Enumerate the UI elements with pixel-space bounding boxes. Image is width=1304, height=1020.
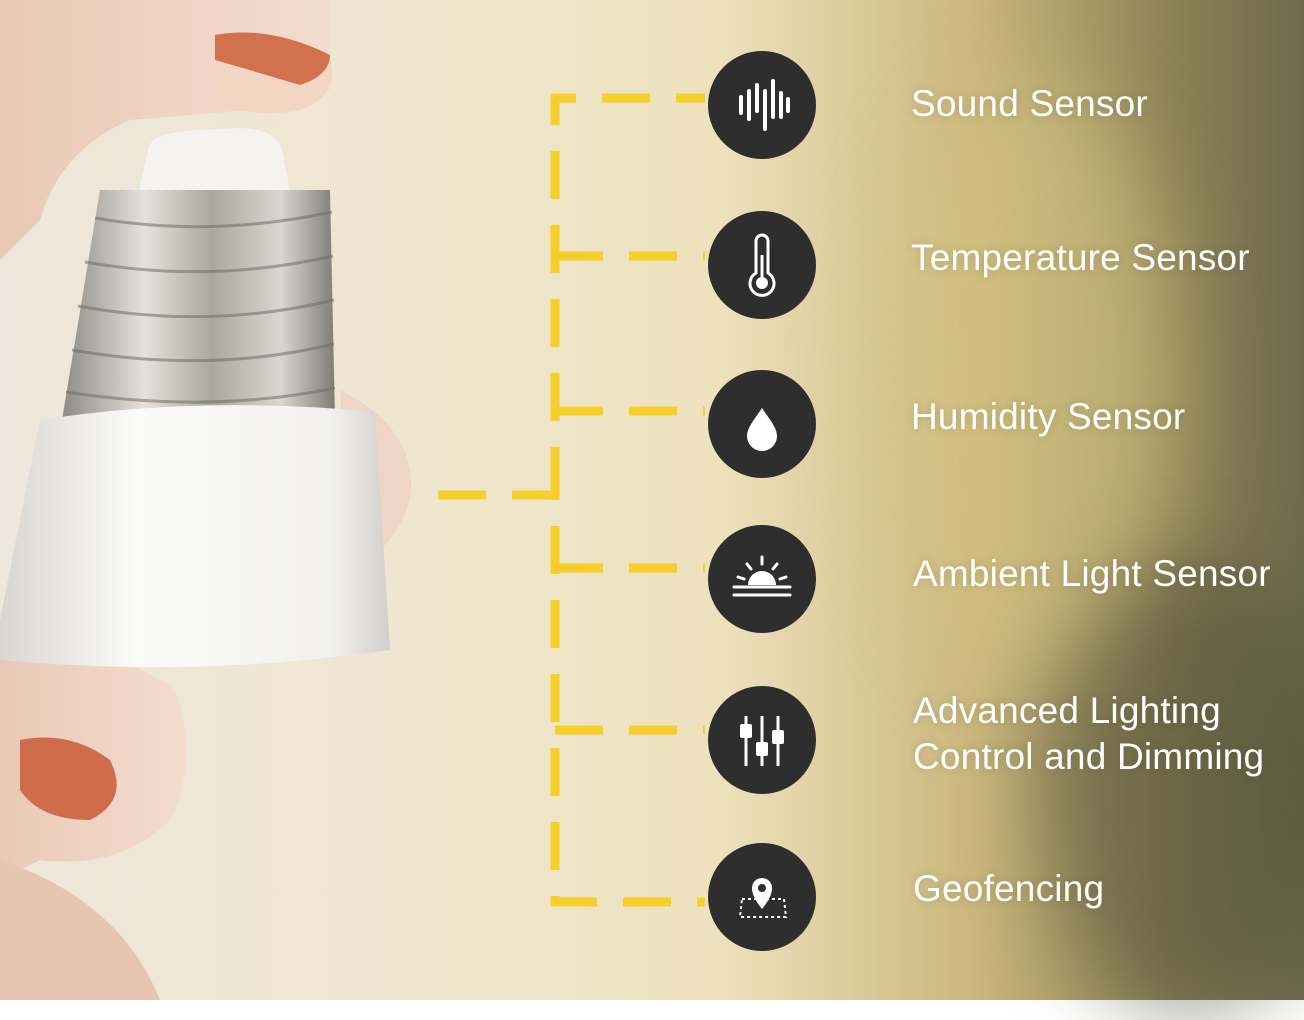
feature-label-lighting-control: Advanced Lighting Control and Dimming [913,690,1265,777]
sound-wave-icon [708,51,816,159]
connector-trunk [438,490,705,907]
palm [0,860,160,1000]
connector-top [550,93,705,495]
hand-holding-adapter [0,0,412,1000]
finger-nail [20,737,117,820]
feature-label-temperature-sensor: Temperature Sensor [911,237,1250,278]
adapter-cap [138,128,290,195]
feature-label-humidity-sensor: Humidity Sensor [911,396,1186,437]
feature-label-ambient-light-sensor: Ambient Light Sensor [913,553,1271,594]
sliders-icon [708,686,816,794]
water-drop-icon [708,370,816,478]
screw-thread [62,190,335,420]
thumb-nail [215,32,330,85]
adapter-base [0,405,390,668]
thermometer-icon [708,211,816,319]
background-shadow [1040,560,1304,1020]
sunrise-icon [708,525,816,633]
map-pin-icon [708,843,816,951]
feature-label-sound-sensor: Sound Sensor [911,83,1148,124]
thread-lines [65,210,336,404]
feature-label-geofencing: Geofencing [913,868,1105,909]
background-glow [880,80,1180,700]
